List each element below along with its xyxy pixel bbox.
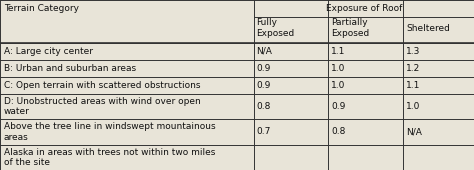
Text: Partially
Exposed: Partially Exposed — [331, 18, 370, 38]
Text: Fully
Exposed: Fully Exposed — [256, 18, 295, 38]
Text: 1.3: 1.3 — [406, 47, 420, 56]
Text: 0.9: 0.9 — [256, 81, 271, 90]
Text: 1.0: 1.0 — [331, 81, 346, 90]
Text: 0.9: 0.9 — [256, 64, 271, 73]
Text: 1.2: 1.2 — [406, 64, 420, 73]
Text: 0.8: 0.8 — [331, 128, 346, 137]
Text: Above the tree line in windswept mountainous
areas: Above the tree line in windswept mountai… — [4, 122, 215, 142]
Text: 0.7: 0.7 — [256, 128, 271, 137]
Text: 0.8: 0.8 — [256, 102, 271, 111]
Text: A: Large city center: A: Large city center — [4, 47, 93, 56]
Text: 1.0: 1.0 — [406, 102, 420, 111]
Text: Exposure of Roof: Exposure of Roof — [326, 4, 402, 13]
Text: 1.1: 1.1 — [406, 81, 420, 90]
Text: C: Open terrain with scattered obstructions: C: Open terrain with scattered obstructi… — [4, 81, 201, 90]
Text: D: Unobstructed areas with wind over open
water: D: Unobstructed areas with wind over ope… — [4, 97, 201, 116]
Text: Alaska in areas with trees not within two miles
of the site: Alaska in areas with trees not within tw… — [4, 148, 215, 167]
Text: 0.9: 0.9 — [331, 102, 346, 111]
Text: Sheltered: Sheltered — [406, 24, 450, 33]
Text: Terrain Category: Terrain Category — [4, 4, 79, 13]
Text: B: Urban and suburban areas: B: Urban and suburban areas — [4, 64, 136, 73]
Text: 1.1: 1.1 — [331, 47, 346, 56]
Text: N/A: N/A — [256, 47, 272, 56]
Text: N/A: N/A — [406, 128, 422, 137]
Text: 1.0: 1.0 — [331, 64, 346, 73]
